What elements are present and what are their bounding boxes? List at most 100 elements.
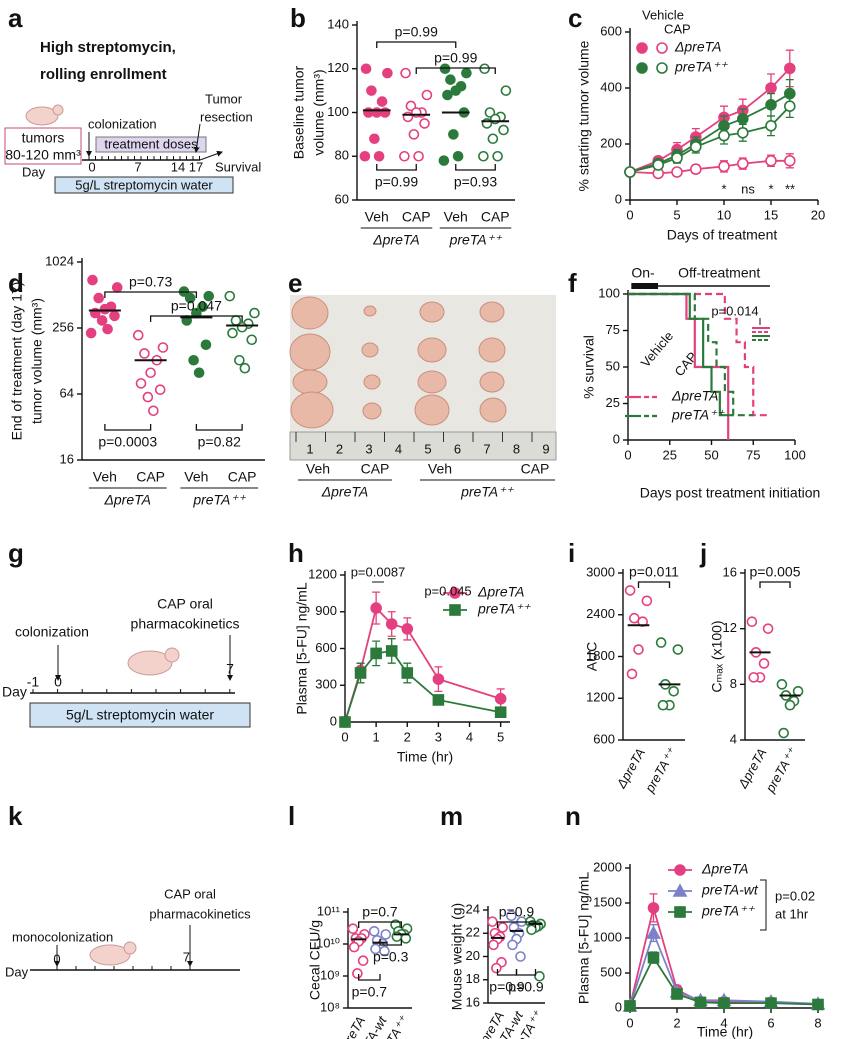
y-tick-label: 10⁸: [320, 999, 340, 1014]
legend-label: preTA-wt: [701, 882, 759, 898]
schematic-g: g colonization CAP oral pharmacokinetics…: [2, 538, 251, 728]
legend-header: Vehicle: [638, 328, 676, 370]
label: Tumor: [205, 91, 243, 106]
annotation: p=0.7: [352, 984, 388, 1000]
x-tick-label: 5: [673, 207, 680, 222]
y-tick-label: 0: [615, 999, 622, 1014]
x-tick-label: CAP: [481, 209, 510, 225]
marker: [671, 152, 683, 164]
dot: [668, 685, 679, 697]
dot: [461, 67, 472, 79]
dot: [154, 384, 166, 396]
ruler-label: 2: [336, 441, 343, 456]
bracket: [376, 164, 417, 171]
panel-letter: l: [288, 801, 295, 831]
y-tick-label: 256: [52, 319, 74, 334]
label: colonization: [15, 624, 89, 640]
dot: [85, 327, 97, 339]
dot: [111, 282, 123, 293]
ruler-label: 7: [483, 441, 490, 456]
survival-line: [628, 292, 734, 417]
tumor-box: [4, 127, 82, 165]
dot: [500, 85, 512, 96]
y-tick-label: 16: [60, 451, 74, 466]
dot: [442, 89, 453, 101]
bracket: [376, 41, 457, 48]
y-axis-label: End of treatment (day 17): [9, 282, 25, 441]
dot: [792, 685, 804, 697]
dot: [148, 405, 159, 417]
y-axis-label: Plasma [5-FU] ng/mL: [294, 582, 310, 714]
dot: [762, 623, 774, 634]
label: CAP: [521, 461, 550, 477]
dot: [373, 150, 385, 162]
dot: [347, 923, 359, 935]
marker: [765, 155, 777, 167]
annotation: at 1hr: [775, 906, 809, 921]
y-tick-label: 20: [466, 948, 480, 963]
y-tick-label: 24: [466, 901, 480, 916]
x-tick-label: 8: [814, 1015, 821, 1030]
y-tick-label: 600: [600, 23, 622, 38]
group-label: preTA⁺⁺: [449, 232, 503, 248]
x-tick-label: 1: [373, 729, 380, 744]
marker: [494, 692, 507, 705]
dot: [487, 916, 498, 927]
x-axis-label: Time (hr): [397, 749, 453, 765]
y-tick-label: 1024: [45, 253, 74, 268]
dot: [746, 616, 758, 628]
y-tick-label: 10⁹: [320, 967, 340, 982]
x-tick-label: 50: [704, 447, 718, 462]
y-tick-label: 200: [600, 135, 622, 150]
dot: [193, 367, 205, 379]
marker: [647, 951, 660, 964]
y-tick-label: 64: [60, 385, 74, 400]
annotation: p=0.047: [171, 298, 222, 314]
marker: [432, 673, 445, 685]
title: High streptomycin,: [40, 39, 176, 56]
bracket: [415, 67, 496, 74]
y-axis-label: tumor volume (mm³): [29, 298, 45, 424]
dot: [778, 727, 790, 739]
legend-label: ΔpreTA: [674, 39, 721, 55]
dot: [633, 644, 644, 655]
survival-line: [628, 292, 770, 417]
marker: [694, 996, 707, 1009]
annotation: *: [768, 181, 773, 196]
dot: [132, 329, 144, 341]
ruler-label: 8: [513, 441, 520, 456]
dot: [145, 367, 156, 379]
dot: [135, 378, 147, 389]
y-tick-label: 22: [466, 925, 480, 940]
bracket: [104, 291, 198, 298]
y-tick-label: 1500: [593, 894, 622, 909]
y-tick-label: 2000: [593, 859, 622, 874]
label: 5g/L streptomycin water: [66, 707, 214, 723]
marker: [636, 62, 648, 74]
treatment-box: [95, 136, 207, 153]
legend-label: preTA⁺⁺: [671, 407, 725, 423]
label: Veh: [306, 461, 330, 477]
x-tick-label: preTA⁺⁺: [641, 745, 679, 796]
dot: [637, 616, 648, 628]
dot: [200, 339, 212, 351]
dot: [776, 679, 788, 690]
bracket: [104, 424, 152, 431]
dot: [400, 67, 411, 79]
x-tick-label: 10: [717, 207, 731, 222]
bracket: [358, 974, 381, 981]
panel-letter: h: [288, 538, 304, 568]
y-tick-label: 100: [598, 285, 620, 300]
y-tick-label: 18: [466, 971, 480, 986]
bracket: [379, 939, 402, 946]
x-tick-label: 0: [341, 729, 348, 744]
legend-header: CAP: [664, 21, 691, 36]
annotation: *: [721, 181, 726, 196]
ruler-label: 9: [542, 441, 549, 456]
x-tick-label: 0: [624, 447, 631, 462]
label: 0: [88, 159, 95, 174]
marker: [783, 155, 796, 167]
dot: [357, 955, 369, 967]
label: resection: [200, 109, 253, 124]
